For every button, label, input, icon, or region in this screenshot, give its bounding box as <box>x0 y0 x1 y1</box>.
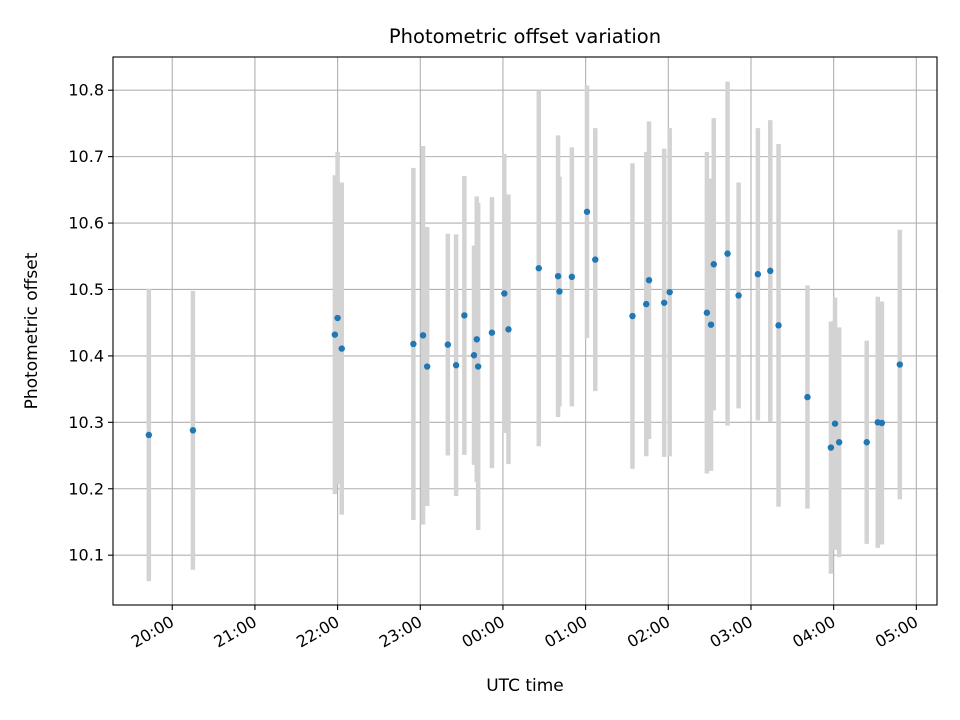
data-point <box>754 271 762 278</box>
y-tick-label: 10.4 <box>68 346 104 365</box>
data-point <box>643 300 650 308</box>
data-point <box>896 361 903 368</box>
data-point <box>461 312 468 319</box>
data-point <box>767 267 774 275</box>
y-tick-label: 10.5 <box>68 280 104 299</box>
data-point <box>488 329 496 336</box>
data-point <box>419 332 427 339</box>
y-tick-label: 10.6 <box>68 214 104 233</box>
data-point <box>554 273 562 280</box>
data-point <box>703 309 711 316</box>
data-point <box>505 326 512 333</box>
data-point <box>878 419 886 427</box>
y-tick-label: 10.3 <box>68 413 104 432</box>
data-point <box>831 420 839 427</box>
data-point <box>189 427 197 434</box>
data-point <box>583 208 591 215</box>
data-point <box>710 261 717 268</box>
y-tick-label: 10.7 <box>68 147 104 166</box>
plot-frame <box>112 56 938 606</box>
data-point <box>724 250 731 257</box>
data-point <box>410 340 417 348</box>
data-point <box>331 331 339 338</box>
data-points <box>145 208 903 451</box>
data-point <box>444 341 452 348</box>
y-tick-label: 10.1 <box>68 546 104 565</box>
data-point <box>592 256 599 263</box>
data-point <box>707 321 715 328</box>
data-point <box>804 393 811 401</box>
y-tick-label: 10.2 <box>68 479 104 498</box>
data-point <box>629 312 636 320</box>
data-point <box>835 439 843 446</box>
data-point <box>334 314 341 322</box>
data-point <box>535 265 542 272</box>
data-point <box>827 444 835 451</box>
data-point <box>556 288 563 295</box>
data-point <box>666 288 673 296</box>
data-point <box>338 345 345 352</box>
data-point <box>423 363 431 370</box>
data-point <box>145 431 153 439</box>
data-point <box>568 273 576 281</box>
y-axis-label: Photometric offset <box>22 252 42 409</box>
data-point <box>863 439 870 446</box>
x-axis-label: UTC time <box>486 676 564 696</box>
data-point <box>775 322 782 329</box>
y-tick-label: 10.8 <box>68 81 104 100</box>
data-point <box>645 276 653 284</box>
chart-title: Photometric offset variation <box>389 25 661 48</box>
data-point <box>660 299 668 306</box>
data-point <box>735 292 742 299</box>
data-point <box>473 336 480 343</box>
data-point <box>474 363 482 370</box>
data-point <box>501 290 508 297</box>
data-point <box>470 352 478 359</box>
data-point <box>452 362 460 369</box>
